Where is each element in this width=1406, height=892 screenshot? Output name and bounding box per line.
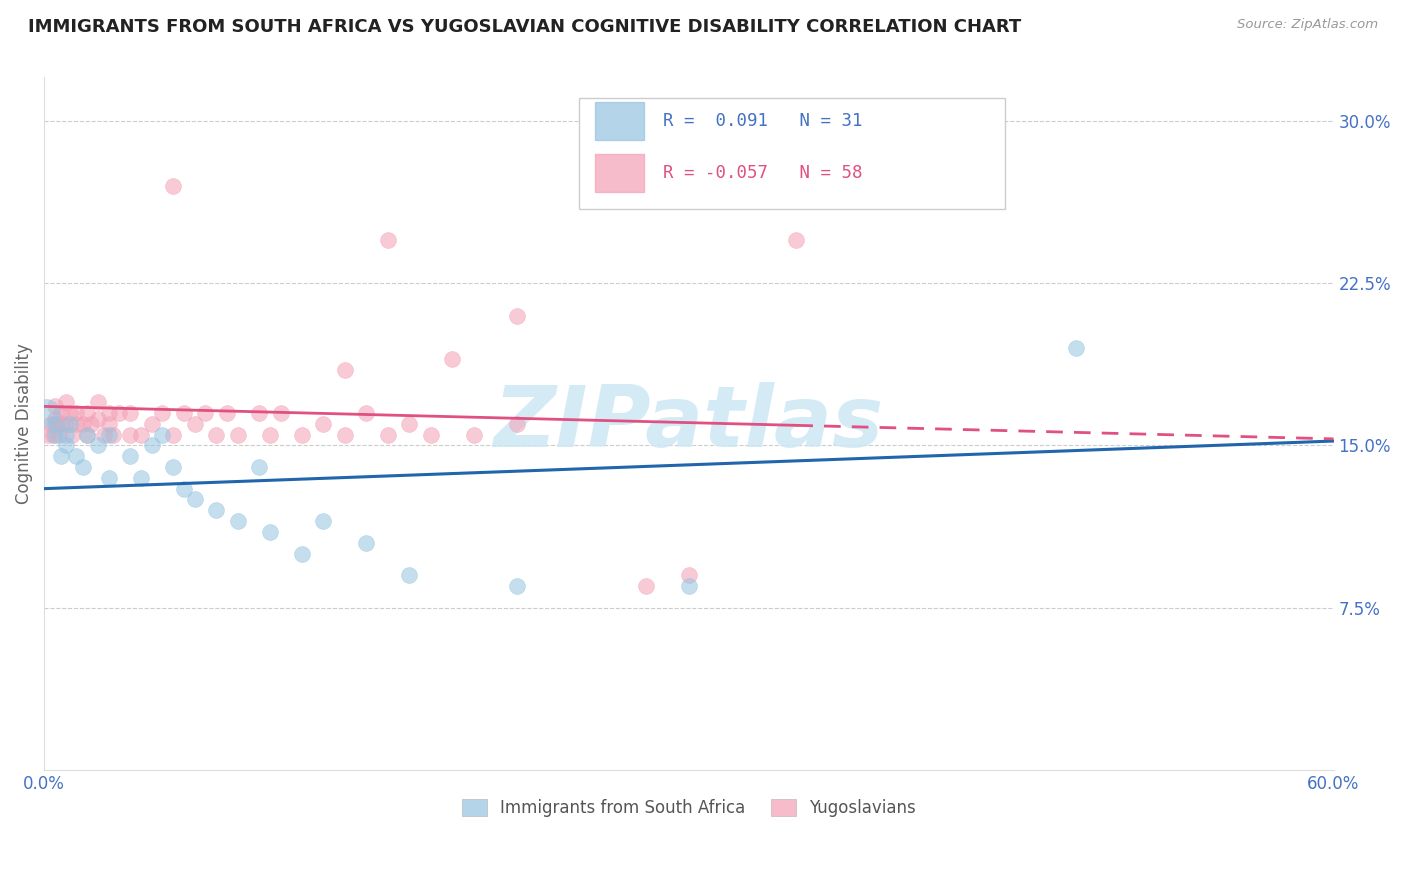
Point <box>59 406 82 420</box>
Point <box>173 482 195 496</box>
Point <box>120 427 142 442</box>
Point <box>101 427 124 442</box>
Point <box>259 427 281 442</box>
Point <box>65 406 87 420</box>
Point <box>463 427 485 442</box>
Legend: Immigrants from South Africa, Yugoslavians: Immigrants from South Africa, Yugoslavia… <box>456 792 922 824</box>
Point <box>51 417 73 431</box>
Point <box>377 233 399 247</box>
Point <box>97 417 120 431</box>
Point <box>48 427 70 442</box>
Point <box>194 406 217 420</box>
Text: R =  0.091   N = 31: R = 0.091 N = 31 <box>664 112 862 130</box>
Point <box>55 438 77 452</box>
Point <box>141 417 163 431</box>
Point <box>72 417 94 431</box>
Text: IMMIGRANTS FROM SOUTH AFRICA VS YUGOSLAVIAN COGNITIVE DISABILITY CORRELATION CHA: IMMIGRANTS FROM SOUTH AFRICA VS YUGOSLAV… <box>28 18 1021 36</box>
Point <box>76 427 98 442</box>
Point <box>76 427 98 442</box>
Point <box>215 406 238 420</box>
Point <box>150 406 173 420</box>
Point <box>55 395 77 409</box>
Point <box>41 427 63 442</box>
Point <box>634 579 657 593</box>
Point <box>129 427 152 442</box>
Point <box>259 524 281 539</box>
Point <box>270 406 292 420</box>
Point <box>441 351 464 366</box>
Bar <box>595 153 644 192</box>
Point <box>506 309 529 323</box>
Point <box>183 417 205 431</box>
Point <box>173 406 195 420</box>
Point <box>97 471 120 485</box>
Point <box>291 427 314 442</box>
Point <box>356 406 378 420</box>
FancyBboxPatch shape <box>579 98 1005 209</box>
Text: R = -0.057   N = 58: R = -0.057 N = 58 <box>664 164 862 182</box>
Point <box>162 460 184 475</box>
Text: Source: ZipAtlas.com: Source: ZipAtlas.com <box>1237 18 1378 31</box>
Point <box>60 427 83 442</box>
Point <box>356 535 378 549</box>
Point <box>93 427 115 442</box>
Point <box>678 579 700 593</box>
Point <box>1064 341 1087 355</box>
Point <box>44 412 66 426</box>
Point <box>46 417 69 431</box>
Point <box>678 568 700 582</box>
Point <box>398 568 420 582</box>
Point <box>419 427 441 442</box>
Point <box>87 395 110 409</box>
Point <box>44 417 66 431</box>
Point <box>44 427 66 442</box>
Point <box>80 417 103 431</box>
Point <box>226 427 249 442</box>
Point <box>72 460 94 475</box>
Point <box>226 514 249 528</box>
Point <box>51 406 73 420</box>
Point <box>333 362 356 376</box>
Point <box>129 471 152 485</box>
Point <box>51 449 73 463</box>
Point <box>55 417 77 431</box>
Point <box>377 427 399 442</box>
Point <box>398 417 420 431</box>
Point <box>183 492 205 507</box>
Point <box>141 438 163 452</box>
Point <box>120 406 142 420</box>
Point <box>76 406 98 420</box>
Point <box>247 460 270 475</box>
Point <box>97 406 120 420</box>
Point <box>97 427 120 442</box>
Point <box>506 579 529 593</box>
Point <box>37 427 59 442</box>
Point <box>65 417 87 431</box>
Point <box>150 427 173 442</box>
Point <box>162 427 184 442</box>
Point <box>312 514 335 528</box>
Point <box>312 417 335 431</box>
Point <box>506 417 529 431</box>
Point <box>87 438 110 452</box>
Point <box>65 449 87 463</box>
Point <box>120 449 142 463</box>
Point <box>247 406 270 420</box>
Text: ZIPatlas: ZIPatlas <box>494 382 884 466</box>
Point <box>205 503 228 517</box>
Point <box>291 547 314 561</box>
Point <box>87 412 110 426</box>
Point <box>108 406 131 420</box>
Point <box>35 406 58 420</box>
Point <box>39 417 62 431</box>
Point <box>205 427 228 442</box>
Point <box>59 417 82 431</box>
Bar <box>595 102 644 140</box>
Point <box>333 427 356 442</box>
Point <box>785 233 807 247</box>
Y-axis label: Cognitive Disability: Cognitive Disability <box>15 343 32 504</box>
Point <box>55 427 77 442</box>
Point <box>44 400 66 414</box>
Point <box>162 178 184 193</box>
